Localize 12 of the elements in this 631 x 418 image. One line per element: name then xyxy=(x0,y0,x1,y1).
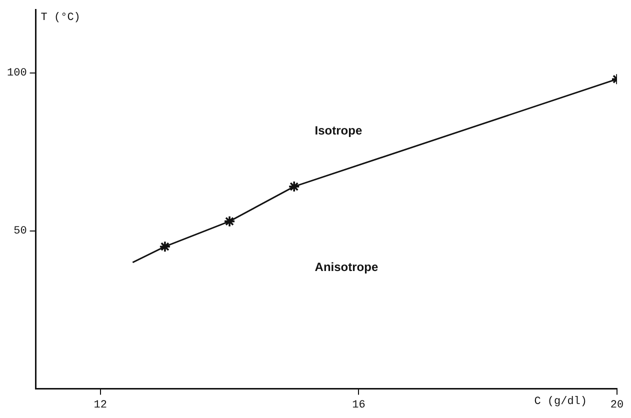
x-tick-label: 20 xyxy=(610,399,624,412)
x-tick-label: 16 xyxy=(352,399,366,412)
annotation: Anisotrope xyxy=(314,260,378,274)
y-tick-label: 50 xyxy=(14,226,27,238)
y-tick-label: 100 xyxy=(6,68,27,80)
point xyxy=(224,215,236,228)
x-tick-label: 12 xyxy=(94,399,107,412)
annotation: Isotrope xyxy=(314,123,362,138)
y-axis-title: T (°C) xyxy=(40,12,80,24)
point xyxy=(159,240,171,252)
x-axis-title: C (g/dl) xyxy=(534,396,587,408)
point xyxy=(288,180,300,192)
